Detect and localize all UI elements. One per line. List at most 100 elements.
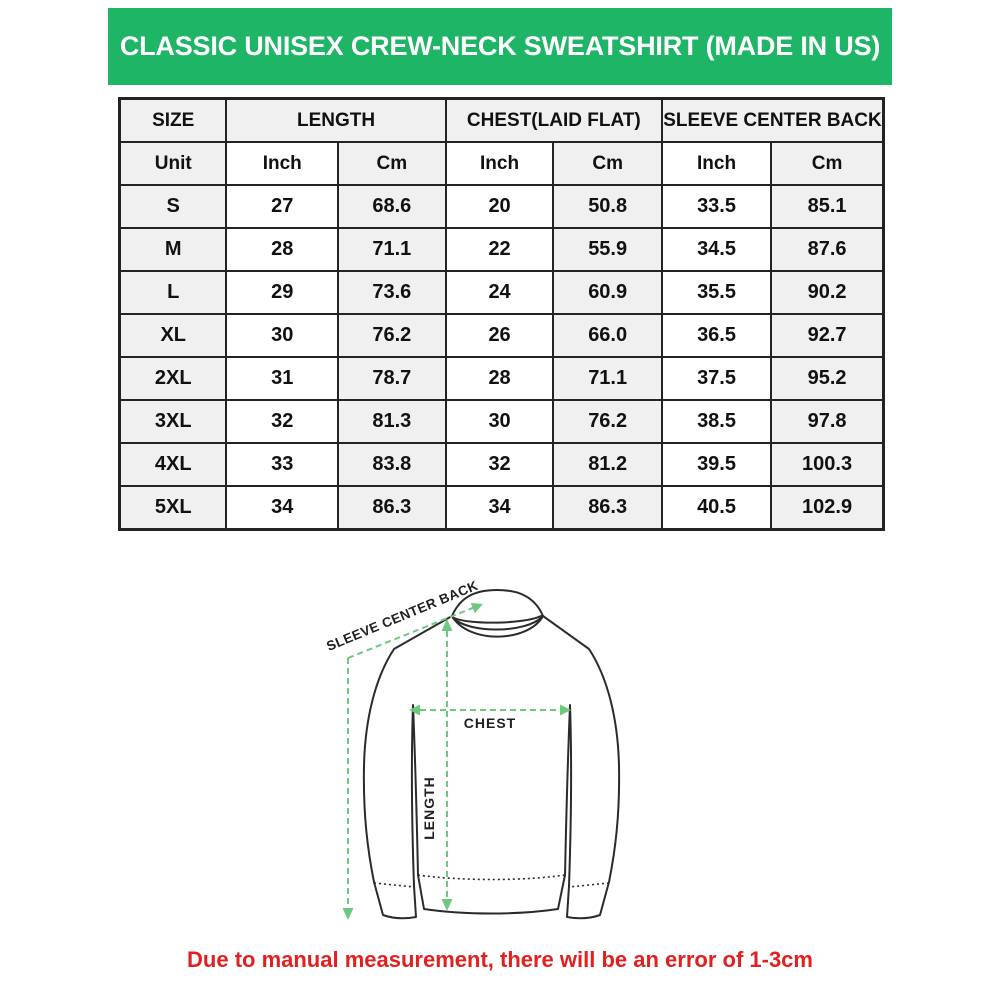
measurement-value-cell: 102.9 [770,485,885,531]
measurement-value-cell: 33 [225,442,339,487]
size-cell: 5XL [118,485,228,531]
measurement-value-cell: 26 [444,313,555,358]
size-cell: L [118,270,228,315]
measurement-value-cell: 55.9 [552,227,663,272]
waistband-seam [417,874,566,881]
size-table-container: SIZE LENGTH CHEST(LAID FLAT) SLEEVE CENT… [118,97,885,531]
measurement-value-cell: 29 [225,270,339,315]
size-cell: 2XL [118,356,228,401]
group-header-row: SIZE LENGTH CHEST(LAID FLAT) SLEEVE CENT… [118,97,885,143]
measurement-value-cell: 27 [225,184,339,229]
measurement-value-cell: 78.7 [336,356,447,401]
table-row: S 27 68.6 20 50.8 33.5 85.1 [118,184,885,229]
size-cell: 4XL [118,442,228,487]
measurement-value-cell: 66.0 [552,313,663,358]
sleeve-bottom-arrow [342,908,354,920]
size-table-head: SIZE LENGTH CHEST(LAID FLAT) SLEEVE CENT… [118,97,885,186]
unit-label-cell: Unit [118,141,228,186]
measurement-value-cell: 36.5 [660,313,773,358]
measurement-value-cell: 81.2 [552,442,663,487]
measurement-value-cell: 22 [444,227,555,272]
column-header-chest: CHEST(LAID FLAT) [444,97,663,143]
size-cell: S [118,184,228,229]
measurement-value-cell: 68.6 [336,184,447,229]
sweatshirt-diagram-svg: SLEEVE CENTER BACK CHEST LENGTH [324,578,621,920]
measurement-value-cell: 83.8 [336,442,447,487]
table-row: 3XL 32 81.3 30 76.2 38.5 97.8 [118,399,885,444]
measurement-value-cell: 76.2 [336,313,447,358]
table-row: L 29 73.6 24 60.9 35.5 90.2 [118,270,885,315]
measurement-value-cell: 81.3 [336,399,447,444]
table-row: 5XL 34 86.3 34 86.3 40.5 102.9 [118,485,885,531]
size-cell: XL [118,313,228,358]
measurement-value-cell: 92.7 [770,313,885,358]
measurement-value-cell: 30 [444,399,555,444]
measurement-value-cell: 71.1 [336,227,447,272]
length-bottom-arrow [441,899,453,911]
measurement-value-cell: 35.5 [660,270,773,315]
measurement-value-cell: 87.6 [770,227,885,272]
collar-rib-line [452,616,543,631]
measurement-value-cell: 95.2 [770,356,885,401]
length-label: LENGTH [421,776,437,840]
measurement-value-cell: 32 [225,399,339,444]
measurement-value-cell: 37.5 [660,356,773,401]
unit-cm-cell: Cm [770,141,885,186]
measurement-value-cell: 73.6 [336,270,447,315]
right-cuff-seam [568,882,610,888]
measurement-value-cell: 31 [225,356,339,401]
title-banner: CLASSIC UNISEX CREW-NECK SWEATSHIRT (MAD… [108,8,892,85]
column-header-length: LENGTH [225,97,447,143]
measurement-value-cell: 86.3 [552,485,663,531]
collar-bottom-line [451,615,544,638]
measurement-disclaimer: Due to manual measurement, there will be… [187,947,813,972]
measurement-value-cell: 39.5 [660,442,773,487]
sweatshirt-measurement-diagram: SLEEVE CENTER BACK CHEST LENGTH [320,578,680,948]
size-table-body: S 27 68.6 20 50.8 33.5 85.1 M 28 71.1 22 55.9 34.5 87… [118,184,885,531]
length-top-arrow [441,619,453,631]
unit-inch-cell: Inch [225,141,339,186]
measurement-value-cell: 50.8 [552,184,663,229]
measurement-value-cell: 60.9 [552,270,663,315]
unit-cm-cell: Cm [336,141,447,186]
sweatshirt-outline [362,589,621,920]
measurement-arrowheads [342,603,571,920]
sweatshirt-body-path [362,589,621,920]
measurement-value-cell: 38.5 [660,399,773,444]
size-cell: 3XL [118,399,228,444]
chest-left-arrow [409,704,420,716]
collar-rib-line [453,615,542,624]
measurement-lines [347,606,560,908]
measurement-value-cell: 24 [444,270,555,315]
page-title: CLASSIC UNISEX CREW-NECK SWEATSHIRT (MAD… [119,31,881,61]
measurement-value-cell: 34 [225,485,339,531]
chest-label: CHEST [464,715,516,731]
table-row: M 28 71.1 22 55.9 34.5 87.6 [118,227,885,272]
chest-right-arrow [560,704,571,716]
measurement-value-cell: 97.8 [770,399,885,444]
measurement-value-cell: 100.3 [770,442,885,487]
measurement-value-cell: 34 [444,485,555,531]
unit-header-row: Unit Inch Cm Inch Cm Inch Cm [118,141,885,186]
measurement-value-cell: 33.5 [660,184,773,229]
measurement-value-cell: 20 [444,184,555,229]
sleeve-top-arrow [470,603,483,614]
measurement-value-cell: 30 [225,313,339,358]
unit-inch-cell: Inch [660,141,773,186]
table-row: 4XL 33 83.8 32 81.2 39.5 100.3 [118,442,885,487]
column-header-sleeve: SLEEVE CENTER BACK [660,97,885,143]
table-row: 2XL 31 78.7 28 71.1 37.5 95.2 [118,356,885,401]
seam-lines [373,874,610,888]
measurement-value-cell: 71.1 [552,356,663,401]
unit-inch-cell: Inch [444,141,555,186]
size-table: SIZE LENGTH CHEST(LAID FLAT) SLEEVE CENT… [118,97,885,531]
column-header-size: SIZE [118,97,228,143]
measurement-value-cell: 28 [225,227,339,272]
measurement-value-cell: 28 [444,356,555,401]
left-cuff-seam [373,882,415,888]
sleeve-diagonal-line [347,606,476,659]
measurement-value-cell: 85.1 [770,184,885,229]
table-row: XL 30 76.2 26 66.0 36.5 92.7 [118,313,885,358]
measurement-value-cell: 86.3 [336,485,447,531]
